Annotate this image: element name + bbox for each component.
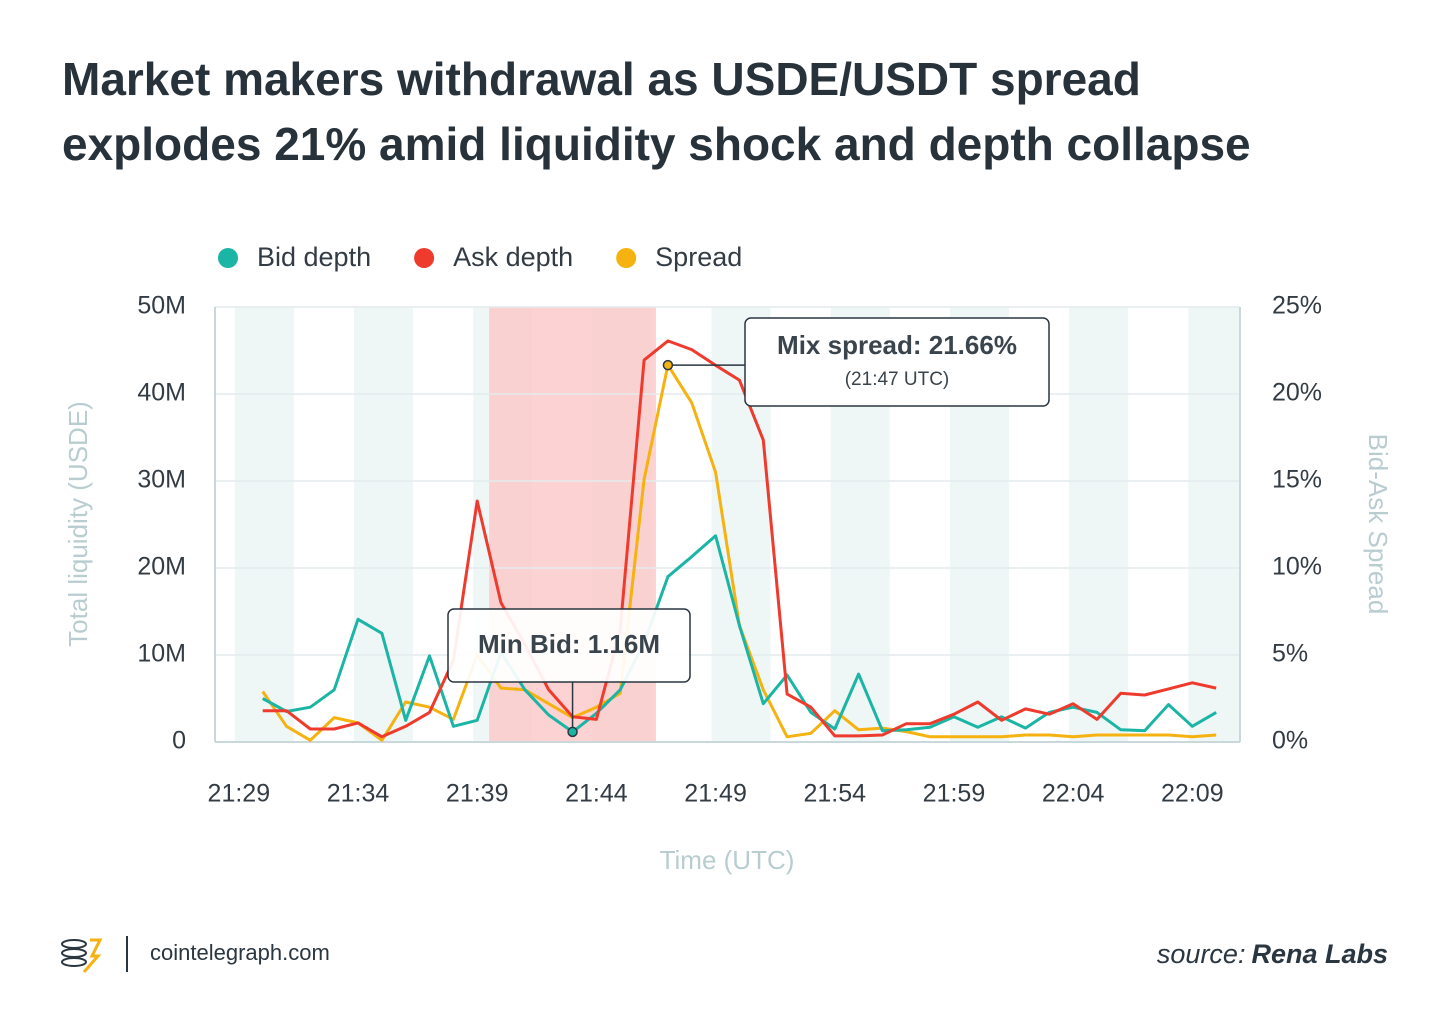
- y-tick-label: 0: [172, 727, 186, 755]
- annotation-point: [662, 359, 674, 371]
- y2-tick-label: 10%: [1272, 553, 1322, 581]
- y2-tick-label: 0%: [1272, 727, 1308, 755]
- x-tick-label: 21:44: [565, 780, 628, 808]
- y-tick-label: 50M: [137, 292, 186, 320]
- legend-marker: [616, 248, 637, 268]
- y-tick-label: 10M: [137, 640, 186, 668]
- y2-tick-label: 15%: [1272, 466, 1322, 494]
- legend-marker: [414, 248, 435, 268]
- legend-label: Ask depth: [453, 242, 573, 272]
- y-tick-label: 30M: [137, 466, 186, 494]
- brand: cointelegraph.com: [150, 940, 330, 965]
- brand-logo: [61, 938, 103, 973]
- chart-title: Market makers withdrawal as USDE/USDT sp…: [62, 53, 1141, 105]
- y2-tick-label: 25%: [1272, 292, 1322, 320]
- annotation-box: [447, 608, 691, 683]
- x-tick-label: 21:54: [803, 780, 866, 808]
- annotation-title: Min Bid: 1.16M: [478, 629, 660, 659]
- x-tick-label: 21:49: [684, 780, 747, 808]
- annotation-subtitle: (21:47 UTC): [845, 369, 950, 390]
- source: source: Rena Labs: [1157, 939, 1388, 969]
- source-name: Rena Labs: [1251, 939, 1388, 969]
- chart-title: explodes 21% amid liquidity shock and de…: [62, 118, 1251, 170]
- x-axis-title: Time (UTC): [660, 845, 795, 875]
- legend-label: Spread: [655, 242, 742, 272]
- y-tick-label: 20M: [137, 553, 186, 581]
- x-tick-label: 21:29: [208, 780, 271, 808]
- legend-marker: [218, 248, 238, 268]
- source-prefix: source:: [1157, 939, 1246, 969]
- y-tick-label: 40M: [137, 379, 186, 407]
- x-tick-label: 22:09: [1161, 780, 1224, 808]
- annotation-title: Mix spread: 21.66%: [777, 330, 1017, 360]
- y2-axis-title: Bid-Ask Spread: [1363, 434, 1393, 615]
- y2-tick-label: 20%: [1272, 379, 1322, 407]
- series-line: [262, 339, 1217, 739]
- y2-tick-label: 5%: [1272, 640, 1308, 668]
- y-axis-title: Total liquidity (USDE): [63, 401, 93, 647]
- background-band: [1188, 307, 1240, 742]
- x-tick-label: 21:39: [446, 780, 509, 808]
- plot-area: 0 10M 20M 30M 40M 50M 0% 5% 10% 15% 20% 25% 21:29 21:…: [63, 242, 1393, 875]
- background-band: [234, 307, 294, 742]
- background-band: [1069, 307, 1129, 742]
- annotation-point: [567, 726, 578, 738]
- x-tick-label: 22:04: [1042, 780, 1105, 808]
- legend-label: Bid depth: [257, 242, 371, 272]
- x-tick-label: 21:34: [327, 780, 390, 808]
- background-band: [354, 307, 414, 742]
- x-tick-label: 21:59: [923, 780, 986, 808]
- annotation-box: [744, 317, 1050, 407]
